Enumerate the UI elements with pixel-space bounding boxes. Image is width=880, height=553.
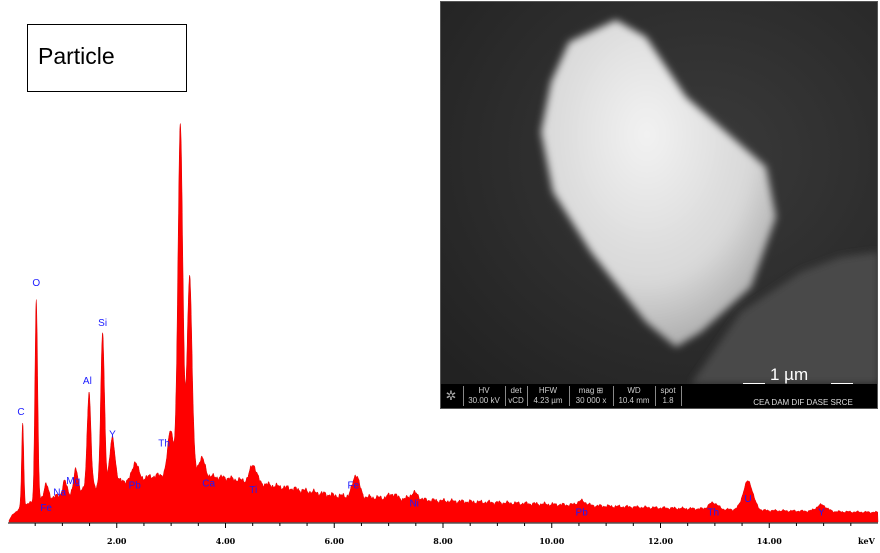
info-spot: spot 1.8	[660, 386, 676, 405]
peak-label-mg: Mg	[66, 476, 80, 487]
x-axis-tick-labels: 2.00 4.00 6.00 8.00 10.00 12.00 14.00	[107, 536, 782, 546]
x-tick-label: 8.00	[433, 536, 453, 546]
sem-micrograph: 1 µm ✲ HV 30.00 kV det vCD HFW 4.23 µm mag …	[440, 1, 878, 409]
info-separator	[527, 386, 528, 406]
x-axis-ticks	[34, 523, 852, 528]
peak-label-fe: Fe	[40, 503, 52, 514]
fei-logo-icon: ✲	[445, 388, 457, 403]
peak-label-o: O	[32, 278, 40, 289]
peak-label-ca: Ca	[202, 478, 215, 489]
sem-credit: CEA DAM DIF DASE SRCE	[753, 398, 853, 407]
info-separator	[681, 386, 682, 406]
peak-label-fe: Fe	[347, 481, 359, 492]
peak-label-na: Na	[53, 487, 66, 498]
info-separator	[505, 386, 506, 406]
peak-label-al: Al	[83, 376, 92, 387]
info-separator	[613, 386, 614, 406]
peak-label-pb: Pb	[576, 507, 589, 518]
x-tick-label: 12.00	[648, 536, 673, 546]
sem-image	[441, 2, 877, 384]
peak-label-si: Si	[98, 318, 107, 329]
info-hfw: HFW 4.23 µm	[533, 386, 563, 405]
info-det: det vCD	[508, 386, 524, 405]
scale-label: 1 µm	[770, 365, 809, 384]
peak-label-ni: Ni	[409, 498, 418, 509]
info-mag: mag ⊞ 30 000 x	[575, 386, 607, 405]
particle-label: Particle	[38, 43, 115, 69]
x-axis-unit: keV	[858, 536, 876, 546]
peak-label-u: U	[744, 494, 751, 505]
info-separator	[655, 386, 656, 406]
peak-labels: UOSiAlCYThMgPbCaNaTiFeFeNiPbUThY	[17, 56, 825, 519]
peak-label-y: Y	[109, 429, 116, 440]
x-tick-label: 2.00	[107, 536, 127, 546]
sem-substrate	[691, 252, 877, 384]
x-tick-label: 4.00	[216, 536, 236, 546]
x-tick-label: 14.00	[757, 536, 782, 546]
info-hv: HV 30.00 kV	[468, 386, 500, 405]
x-tick-label: 10.00	[539, 536, 564, 546]
info-separator	[569, 386, 570, 406]
spectrum-area	[8, 123, 879, 523]
peak-label-ti: Ti	[249, 485, 257, 496]
info-separator	[463, 386, 464, 406]
peak-label-c: C	[17, 407, 24, 418]
peak-label-pb: Pb	[129, 481, 142, 492]
particle-label-box: Particle	[27, 24, 187, 92]
sem-info-bar: ✲ HV 30.00 kV det vCD HFW 4.23 µm mag ⊞ 30 0…	[441, 384, 877, 408]
peak-label-th: Th	[158, 438, 170, 449]
info-wd: WD 10.4 mm	[618, 386, 650, 405]
x-tick-label: 6.00	[325, 536, 345, 546]
sem-particle	[541, 20, 776, 347]
peak-label-y: Y	[818, 507, 825, 518]
peak-label-th: Th	[707, 507, 719, 518]
